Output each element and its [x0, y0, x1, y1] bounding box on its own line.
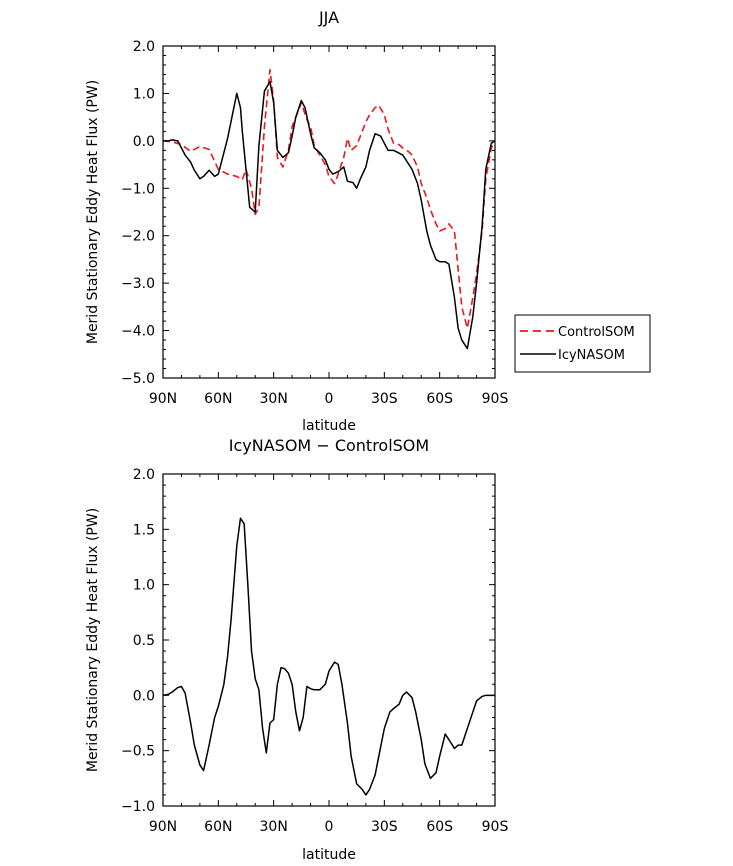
bottom-plot-frame: [162, 473, 496, 807]
y-tick-label: 1.0: [133, 86, 155, 102]
y-tick-label: 0.5: [133, 633, 155, 649]
x-tick-label: 60S: [426, 819, 453, 835]
y-tick-label: 2.0: [133, 467, 155, 483]
x-tick-label: 60N: [204, 391, 232, 407]
y-tick-label: −3.0: [121, 276, 155, 292]
controlsom-series-line: [162, 68, 496, 330]
y-tick-label: 1.5: [133, 522, 155, 538]
y-tick-label: 0.0: [133, 688, 155, 704]
legend: ControlSOM IcyNASOM: [514, 314, 651, 373]
y-tick-label: −5.0: [121, 371, 155, 387]
x-tick-label: 0: [325, 819, 334, 835]
y-tick-label: −0.5: [121, 744, 155, 760]
y-tick-label: −1.0: [121, 181, 155, 197]
bottom-y-axis-label: Merid Stationary Eddy Heat Flux (PW): [85, 508, 101, 772]
top-panel: JJA 2.0 1.0 0.0 −1.0 −2.0 −3.0 −4.0 −5.0 90N 60N…: [85, 8, 508, 434]
x-tick-label: 60N: [204, 819, 232, 835]
bottom-chart-title: IcyNASOM − ControlSOM: [229, 436, 429, 455]
x-tick-label: 60S: [426, 391, 453, 407]
y-tick-label: −1.0: [121, 799, 155, 815]
top-plot-frame: [162, 45, 496, 379]
y-tick-label: 0.0: [133, 134, 155, 150]
top-chart-title: JJA: [318, 8, 339, 27]
bottom-x-axis-label: latitude: [302, 847, 356, 863]
legend-box: [514, 314, 651, 373]
x-tick-label: 90S: [482, 391, 509, 407]
x-tick-label: 30S: [371, 391, 398, 407]
y-tick-label: 2.0: [133, 39, 155, 55]
x-tick-label: 0: [325, 391, 334, 407]
top-y-axis-label: Merid Stationary Eddy Heat Flux (PW): [85, 80, 101, 344]
y-tick-label: −4.0: [121, 324, 155, 340]
top-x-axis-label: latitude: [302, 418, 356, 434]
icynasom-series-line: [163, 80, 496, 350]
difference-series-line: [162, 517, 495, 796]
bottom-panel: IcyNASOM − ControlSOM 2.0 1.5 1.0 0.5 0.0 −0.…: [85, 436, 508, 863]
y-tick-label: 1.0: [133, 578, 155, 594]
x-tick-label: 90N: [149, 819, 177, 835]
x-tick-label: 30S: [371, 819, 398, 835]
x-tick-label: 30N: [260, 391, 288, 407]
x-tick-label: 30N: [260, 819, 288, 835]
y-tick-label: −2.0: [121, 229, 155, 245]
x-tick-label: 90S: [482, 819, 509, 835]
x-tick-label: 90N: [149, 391, 177, 407]
legend-controlsom-label: ControlSOM: [558, 325, 635, 340]
legend-icynasom-label: IcyNASOM: [558, 348, 625, 363]
